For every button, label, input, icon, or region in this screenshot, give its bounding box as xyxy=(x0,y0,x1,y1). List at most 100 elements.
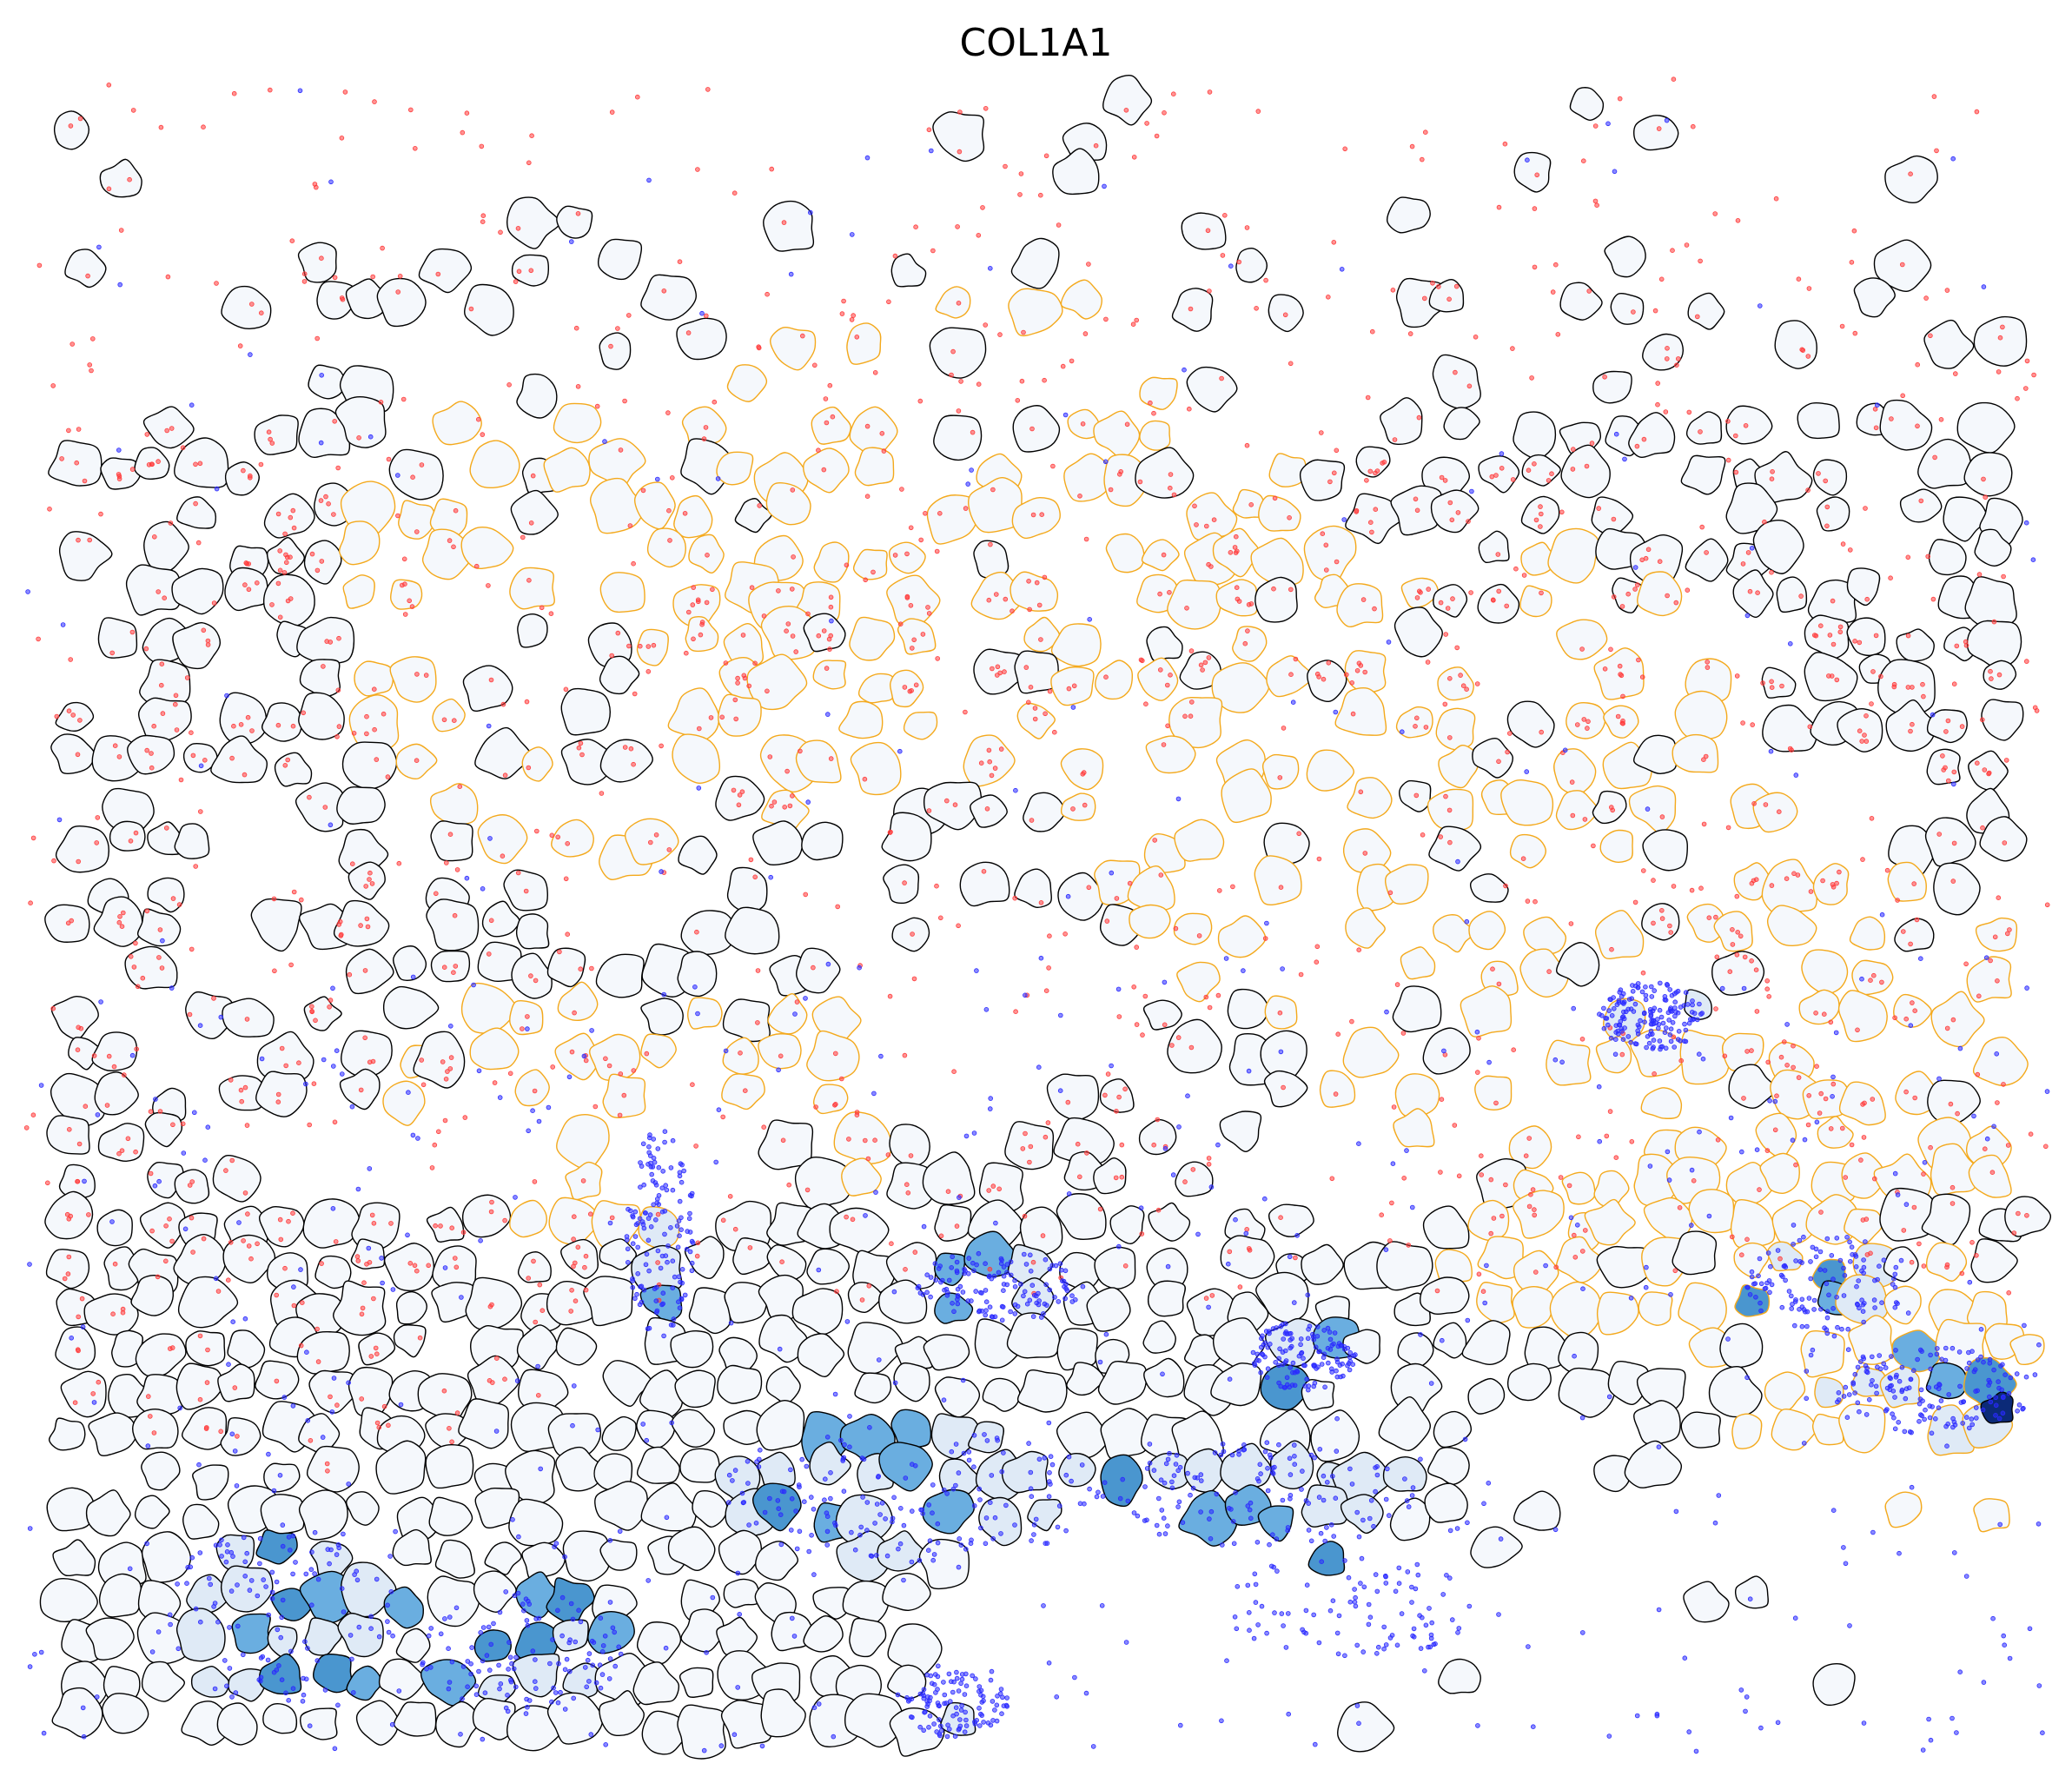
transcript-point-other xyxy=(873,1553,879,1558)
transcript-point-other xyxy=(606,1676,612,1681)
cell xyxy=(296,1330,350,1375)
transcript-point-other xyxy=(1751,1281,1757,1287)
transcript-point-other xyxy=(1049,1263,1056,1269)
transcript-point-other xyxy=(1268,1455,1274,1461)
transcript-point-other xyxy=(996,1270,1002,1276)
transcript-point-other xyxy=(1984,1136,1990,1142)
transcript-point-other xyxy=(1789,1293,1794,1299)
transcript-point-other xyxy=(420,1661,425,1667)
cell xyxy=(1680,1411,1721,1449)
transcript-point-other xyxy=(963,1717,969,1723)
transcript-point-target xyxy=(1884,867,1890,873)
transcript-point-other xyxy=(396,1688,402,1694)
transcript-point-target xyxy=(168,520,174,526)
transcript-point-target xyxy=(1122,1263,1129,1269)
cell xyxy=(1732,569,1774,619)
transcript-point-target xyxy=(28,900,33,905)
transcript-point-target xyxy=(1784,876,1790,881)
transcript-point-target xyxy=(355,1258,361,1263)
cell-highlighted xyxy=(813,541,850,583)
transcript-point-target xyxy=(66,708,72,713)
transcript-point-other xyxy=(1304,1376,1309,1382)
cell xyxy=(1019,1206,1063,1256)
transcript-point-other xyxy=(1185,1470,1190,1476)
cell xyxy=(1633,1400,1681,1445)
transcript-point-target xyxy=(1925,554,1931,560)
transcript-point-target xyxy=(695,1240,701,1246)
transcript-point-other xyxy=(978,1525,983,1531)
transcript-point-target xyxy=(269,441,275,446)
transcript-point-other xyxy=(218,1014,224,1020)
transcript-point-target xyxy=(228,1240,234,1245)
transcript-point-target xyxy=(1499,465,1505,471)
transcript-point-target xyxy=(1445,606,1451,611)
transcript-point-other xyxy=(1264,1630,1269,1636)
transcript-point-target xyxy=(1334,559,1340,565)
transcript-point-other xyxy=(242,1316,248,1322)
transcript-point-other xyxy=(858,1524,864,1530)
cell-highlighted xyxy=(1050,623,1102,667)
transcript-point-target xyxy=(242,772,248,778)
cell xyxy=(1058,1453,1096,1488)
transcript-point-other xyxy=(1253,1581,1259,1588)
transcript-point-other xyxy=(638,1184,643,1190)
transcript-point-target xyxy=(1963,639,1969,645)
transcript-point-other xyxy=(1579,1415,1585,1421)
cell xyxy=(1056,1193,1107,1241)
cell xyxy=(1596,1245,1655,1289)
transcript-point-target xyxy=(666,847,672,852)
transcript-point-other xyxy=(713,1159,718,1165)
cell-highlighted xyxy=(889,541,926,574)
transcript-point-other xyxy=(290,1403,296,1409)
transcript-point-other xyxy=(1374,1651,1380,1656)
transcript-point-target xyxy=(737,792,743,798)
transcript-point-other xyxy=(1628,1039,1633,1045)
transcript-point-other xyxy=(1966,1360,1972,1366)
transcript-point-target xyxy=(190,752,196,759)
transcript-point-target xyxy=(1023,1130,1028,1137)
transcript-point-target xyxy=(537,1282,543,1288)
transcript-point-other xyxy=(951,1679,957,1685)
cell xyxy=(679,1667,714,1699)
transcript-point-other xyxy=(269,1595,275,1601)
transcript-point-other xyxy=(974,968,979,973)
transcript-point-target xyxy=(410,474,415,480)
transcript-point-other xyxy=(235,1623,241,1629)
transcript-point-target xyxy=(1254,305,1259,311)
cell xyxy=(1883,1246,1919,1283)
transcript-point-other xyxy=(1466,1603,1473,1609)
cell-highlighted xyxy=(1973,1498,2010,1533)
transcript-point-other xyxy=(1676,1029,1682,1034)
cell-highlighted xyxy=(841,1157,882,1197)
transcript-point-target xyxy=(1655,401,1660,408)
transcript-point-other xyxy=(1299,1487,1304,1492)
transcript-point-target xyxy=(1943,729,1949,734)
cell xyxy=(1687,292,1725,330)
transcript-point-other xyxy=(1109,1063,1114,1069)
transcript-point-other xyxy=(1316,1495,1322,1500)
transcript-point-target xyxy=(83,1104,89,1109)
transcript-point-target xyxy=(1546,478,1552,483)
transcript-point-other xyxy=(1484,1263,1489,1269)
cell xyxy=(1926,709,1968,744)
transcript-point-other xyxy=(1917,1396,1923,1402)
transcript-point-other xyxy=(1656,1022,1662,1027)
transcript-point-target xyxy=(1474,681,1480,686)
transcript-point-other xyxy=(767,1495,772,1502)
transcript-point-target xyxy=(1671,1034,1677,1040)
transcript-point-other xyxy=(149,1649,156,1654)
transcript-point-target xyxy=(1636,657,1641,663)
transcript-point-other xyxy=(978,1687,984,1694)
transcript-point-other xyxy=(1252,1361,1257,1366)
transcript-point-target xyxy=(908,525,914,531)
transcript-point-other xyxy=(1000,1304,1006,1309)
transcript-point-other xyxy=(307,1723,313,1728)
transcript-point-target xyxy=(1834,677,1840,683)
transcript-point-target xyxy=(1036,602,1043,608)
transcript-point-other xyxy=(745,1459,751,1464)
transcript-point-target xyxy=(785,621,791,626)
transcript-point-target xyxy=(1227,1249,1233,1255)
transcript-point-other xyxy=(829,618,834,624)
transcript-point-other xyxy=(255,1593,261,1599)
transcript-point-other xyxy=(599,1649,606,1654)
